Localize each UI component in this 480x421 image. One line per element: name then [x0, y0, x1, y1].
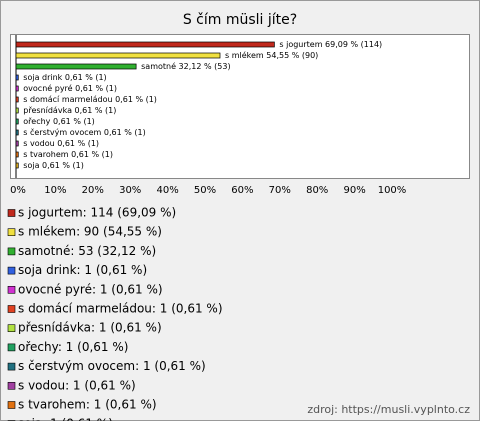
data-label: soja 0,61 % (1) — [23, 161, 84, 170]
x-tick-label: 50% — [194, 185, 216, 196]
x-tick-label: 100% — [378, 185, 407, 196]
legend-swatch — [7, 362, 16, 371]
legend-label: s domácí marmeládou: 1 (0,61 %) — [18, 302, 223, 316]
legend-label: soja: 1 (0,61 %) — [18, 417, 113, 421]
bar — [15, 118, 19, 125]
legend-label: s tvarohem: 1 (0,61 %) — [18, 398, 157, 412]
legend-swatch — [7, 285, 16, 294]
x-tick-label: 80% — [306, 185, 328, 196]
legend-swatch — [7, 228, 16, 236]
bar — [15, 162, 19, 169]
x-tick-label: 30% — [119, 185, 141, 196]
legend-label: přesnídávka: 1 (0,61 %) — [18, 321, 162, 335]
bar — [15, 52, 221, 59]
bar — [15, 140, 19, 147]
legend-label: soja drink: 1 (0,61 %) — [18, 263, 147, 277]
bar — [15, 129, 19, 136]
legend-label: samotné: 53 (32,12 %) — [18, 244, 156, 258]
data-label: s čerstvým ovocem 0,61 % (1) — [23, 127, 145, 137]
source: zdroj: https://musli.vyplnto.cz — [307, 403, 470, 416]
bar — [15, 85, 19, 92]
x-tick-label: 10% — [44, 185, 66, 196]
legend-label: s čerstvým ovocem: 1 (0,61 %) — [18, 359, 206, 373]
x-tick-label: 90% — [343, 185, 365, 196]
data-label: s domácí marmeládou 0,61 % (1) — [23, 95, 157, 104]
bar — [15, 74, 19, 81]
legend-swatch — [7, 381, 16, 390]
data-label: s mlékem 54,55 % (90) — [225, 50, 318, 60]
x-tick-label: 70% — [269, 185, 291, 196]
data-label: s tvarohem 0,61 % (1) — [23, 150, 113, 159]
data-label: přesnídávka 0,61 % (1) — [23, 106, 116, 115]
legend-swatch — [7, 209, 16, 217]
chart-title: S čím müsli jíte? — [183, 12, 297, 28]
legend-label: ovocné pyré: 1 (0,61 %) — [18, 282, 163, 296]
legend-swatch — [7, 305, 16, 313]
x-tick-label: 60% — [231, 185, 253, 196]
bar — [15, 107, 19, 114]
legend-swatch — [7, 266, 16, 275]
legend-swatch — [7, 247, 16, 256]
legend-label: ořechy: 1 (0,61 %) — [18, 340, 128, 354]
data-label: samotné 32,12 % (53) — [141, 61, 230, 71]
data-label: s jogurtem 69,09 % (114) — [279, 40, 382, 49]
bar — [15, 151, 19, 158]
bar — [15, 41, 275, 48]
legend-label: s jogurtem: 114 (69,09 %) — [18, 206, 176, 220]
legend-swatch — [7, 401, 16, 409]
data-label: ovocné pyré 0,61 % (1) — [23, 83, 117, 93]
bar — [15, 96, 19, 103]
data-label: soja drink 0,61 % (1) — [23, 73, 106, 82]
legend-swatch — [7, 343, 16, 352]
legend-label: s vodou: 1 (0,61 %) — [18, 378, 136, 392]
data-label: ořechy 0,61 % (1) — [23, 117, 95, 126]
data-label: s vodou 0,61 % (1) — [23, 139, 99, 148]
plot-area — [10, 34, 470, 179]
legend-swatch — [7, 324, 16, 333]
x-tick-label: 40% — [156, 185, 178, 196]
x-tick-label: 0% — [10, 185, 26, 196]
bar — [15, 63, 137, 70]
legend-label: s mlékem: 90 (54,55 %) — [18, 225, 162, 239]
x-tick-label: 20% — [82, 185, 104, 196]
